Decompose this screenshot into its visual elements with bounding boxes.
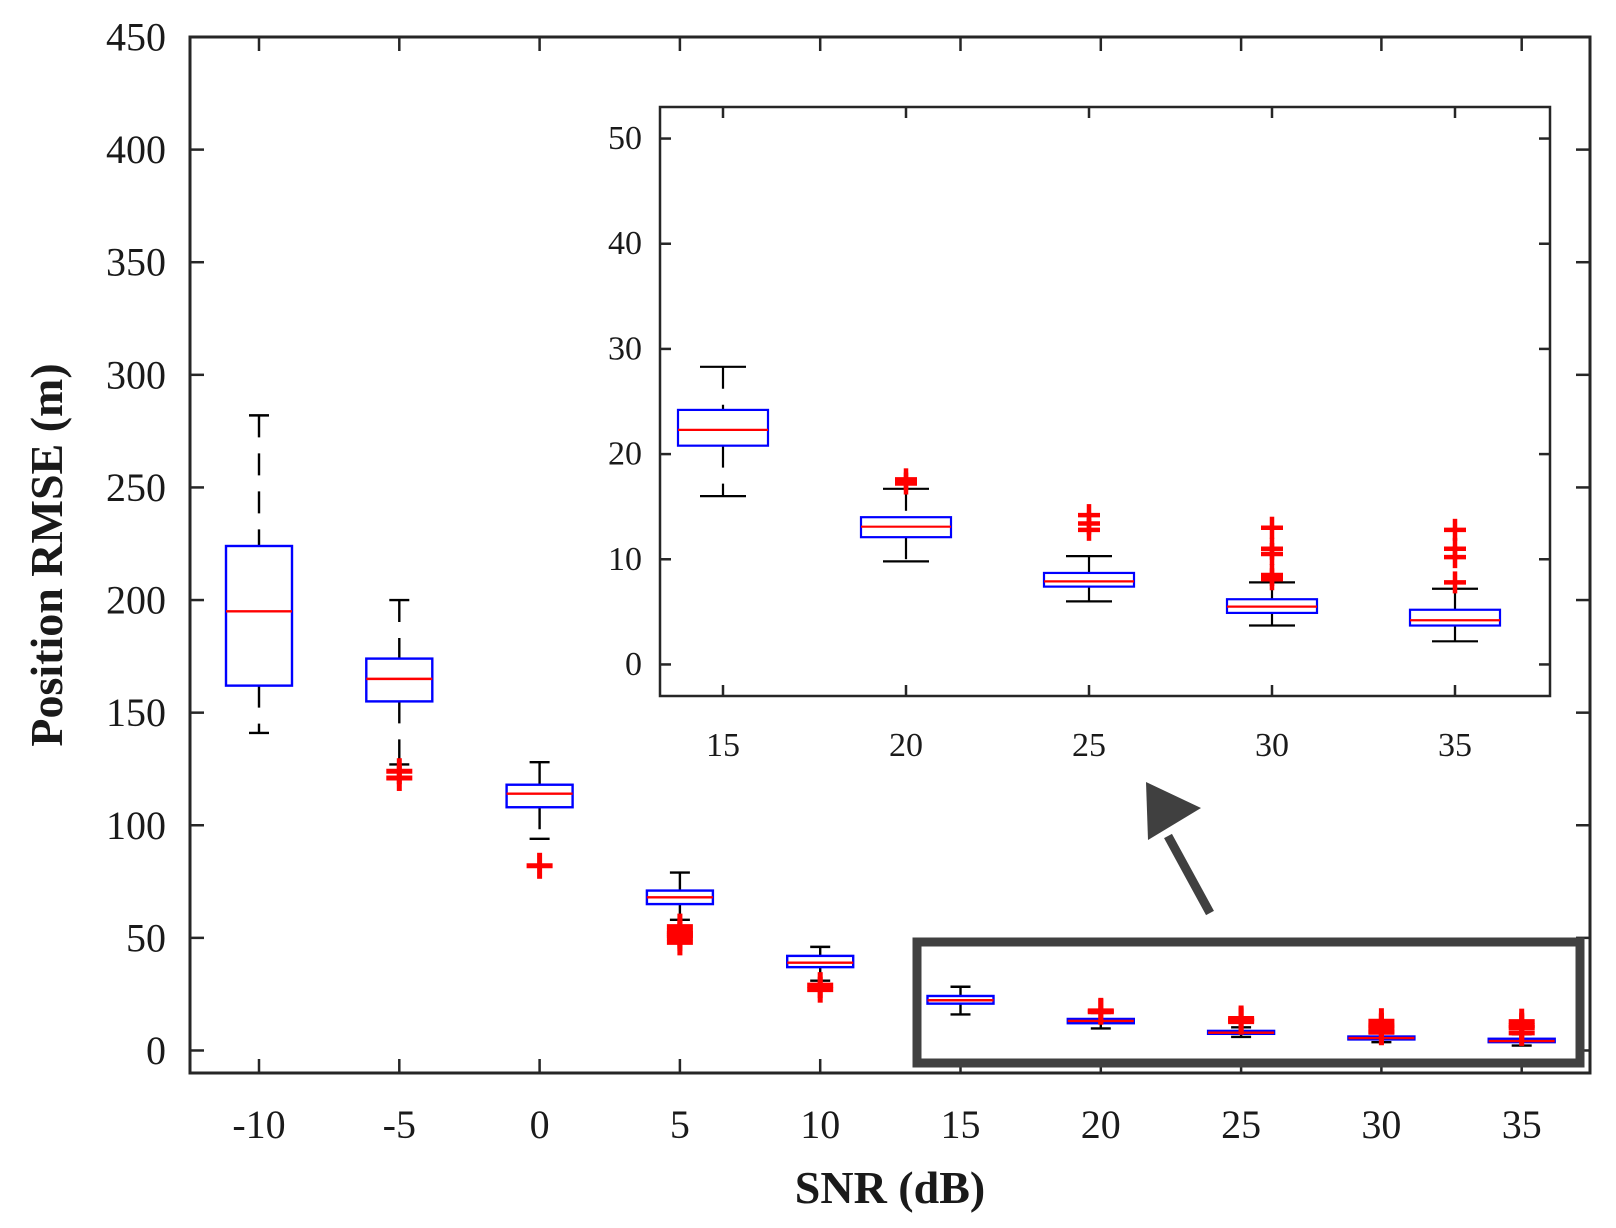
main-ytick-label: 100 bbox=[106, 803, 166, 848]
inset-xtick-label: 15 bbox=[706, 727, 740, 764]
main-xtick-label: 30 bbox=[1361, 1102, 1401, 1147]
main-xtick-label: 25 bbox=[1221, 1102, 1261, 1147]
inset-plot: 0 10 20 30 40 50 15 20 25 30 35 bbox=[608, 105, 1552, 764]
inset-box-group-20 bbox=[859, 468, 953, 563]
main-box-marks bbox=[224, 414, 1556, 1047]
inset-box-marks bbox=[676, 365, 1502, 643]
main-ytick-label: 250 bbox=[106, 465, 166, 510]
main-box-group-5 bbox=[645, 871, 715, 956]
outlier-marker bbox=[1444, 518, 1466, 541]
outlier-marker bbox=[1078, 504, 1100, 527]
zoom-highlight bbox=[912, 782, 1585, 1068]
iqr-box bbox=[1042, 571, 1136, 588]
inset-ytick-label: 10 bbox=[608, 541, 642, 578]
main-ytick-label: 150 bbox=[106, 690, 166, 735]
main-xtick-label: 5 bbox=[670, 1102, 690, 1147]
inset-axes-frame bbox=[658, 105, 1552, 698]
iqr-box bbox=[676, 408, 770, 447]
inset-box-group-35 bbox=[1408, 518, 1502, 643]
outlier-marker bbox=[1261, 537, 1283, 560]
main-ytick-label: 50 bbox=[126, 915, 166, 960]
main-box-group-25 bbox=[1206, 1005, 1276, 1039]
iqr-box bbox=[1408, 608, 1502, 627]
inset-box-group-30 bbox=[1225, 516, 1319, 627]
main-ytick-label: 300 bbox=[106, 352, 166, 397]
inset-xtick-label: 25 bbox=[1072, 727, 1106, 764]
outlier-marker bbox=[1368, 1008, 1395, 1035]
main-xtick-label: -5 bbox=[383, 1102, 416, 1147]
outlier-marker bbox=[666, 929, 693, 956]
main-box-group-0 bbox=[505, 761, 574, 879]
inset-xtick-label: 30 bbox=[1255, 727, 1289, 764]
main-ytick-label: 400 bbox=[106, 127, 166, 172]
main-xtick-label: 10 bbox=[800, 1102, 840, 1147]
main-xtick-label: 0 bbox=[530, 1102, 550, 1147]
outlier-marker bbox=[1444, 571, 1466, 594]
zoom-arrow-head bbox=[1146, 782, 1201, 840]
main-box-group-20 bbox=[1066, 997, 1136, 1030]
inset-background bbox=[660, 107, 1550, 696]
outlier-marker bbox=[1508, 1008, 1535, 1035]
iqr-box bbox=[224, 544, 294, 687]
inset-xtick-label: 20 bbox=[889, 727, 923, 764]
main-box-group-10 bbox=[786, 945, 855, 1003]
inset-axis-ticks: 0 10 20 30 40 50 15 20 25 30 35 bbox=[608, 107, 1550, 764]
main-box-group-35 bbox=[1487, 1008, 1556, 1047]
iqr-box bbox=[505, 783, 574, 809]
main-y-axis-label: Position RMSE (m) bbox=[21, 363, 72, 746]
outlier-marker bbox=[1228, 1005, 1255, 1032]
main-ytick-label: 200 bbox=[106, 578, 166, 623]
outlier-marker bbox=[1261, 516, 1283, 539]
outlier-marker bbox=[386, 764, 413, 791]
main-box-group--10 bbox=[224, 414, 294, 735]
inset-ytick-label: 50 bbox=[608, 120, 642, 157]
main-box-group-30 bbox=[1347, 1008, 1416, 1046]
outlier-marker bbox=[526, 852, 553, 879]
main-box-group-15 bbox=[926, 985, 995, 1016]
main-ytick-label: 0 bbox=[146, 1028, 166, 1073]
inset-ytick-label: 0 bbox=[625, 646, 642, 683]
main-axes-frame bbox=[188, 35, 1592, 1075]
zoom-arrow-shaft bbox=[1164, 833, 1214, 916]
main-x-axis-label: SNR (dB) bbox=[795, 1162, 985, 1213]
outlier-marker bbox=[895, 468, 917, 491]
inset-box-group-25 bbox=[1042, 504, 1136, 603]
main-xtick-label: -10 bbox=[232, 1102, 285, 1147]
main-ytick-label: 450 bbox=[106, 15, 166, 60]
inset-box-group-15 bbox=[676, 365, 770, 498]
outlier-marker bbox=[1261, 564, 1283, 587]
main-ytick-label: 350 bbox=[106, 240, 166, 285]
inset-ytick-label: 20 bbox=[608, 436, 642, 473]
zoom-highlight-rect bbox=[912, 937, 1585, 1068]
outlier-marker bbox=[1444, 537, 1466, 560]
main-xtick-label: 20 bbox=[1081, 1102, 1121, 1147]
inset-ytick-label: 30 bbox=[608, 330, 642, 367]
main-xtick-label: 35 bbox=[1502, 1102, 1542, 1147]
main-xtick-label: 15 bbox=[941, 1102, 981, 1147]
outlier-marker bbox=[1087, 997, 1114, 1024]
inset-xtick-label: 35 bbox=[1438, 727, 1472, 764]
main-box-group--5 bbox=[365, 598, 434, 791]
outlier-marker bbox=[807, 976, 834, 1003]
inset-ytick-label: 40 bbox=[608, 225, 642, 262]
